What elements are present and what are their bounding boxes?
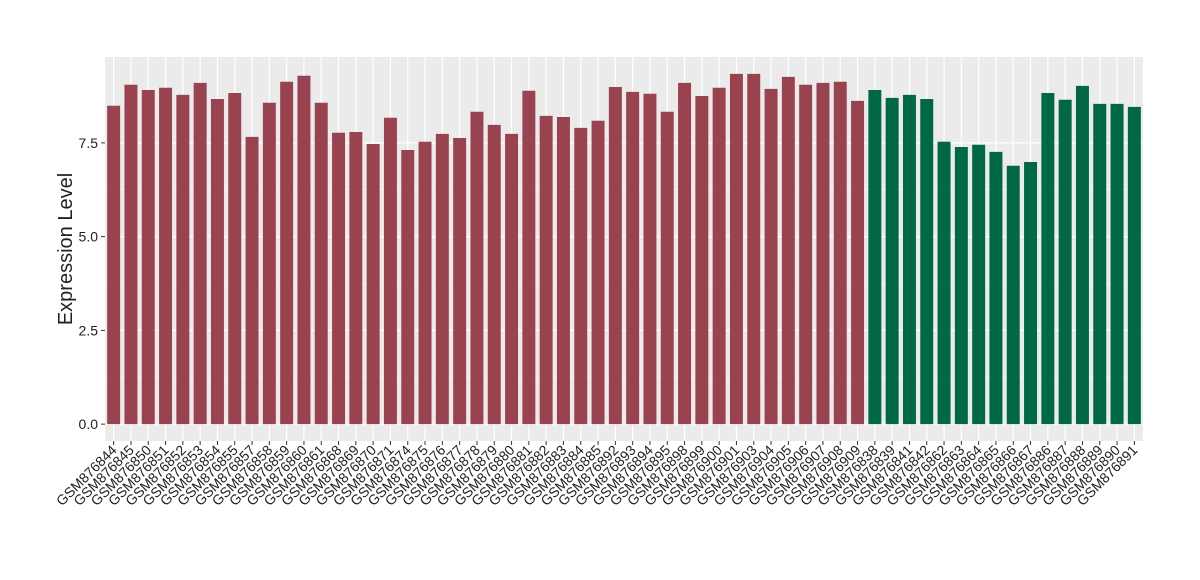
- bar: [1041, 93, 1055, 425]
- bar: [851, 100, 865, 425]
- bar: [989, 151, 1003, 425]
- bar: [401, 150, 415, 425]
- y-axis-label: Expression Level: [55, 173, 77, 325]
- bar: [1110, 103, 1124, 425]
- bar: [626, 91, 640, 425]
- bar: [435, 133, 449, 425]
- bar: [159, 87, 173, 425]
- bar: [885, 97, 899, 425]
- bar: [556, 117, 570, 425]
- bar: [210, 99, 224, 425]
- plot-background: [105, 57, 1143, 441]
- bar: [1006, 165, 1020, 425]
- bar: [816, 82, 830, 425]
- bar: [280, 81, 294, 425]
- bar: [972, 144, 986, 425]
- bar: [729, 73, 743, 425]
- bar: [314, 102, 328, 425]
- bar: [1127, 106, 1141, 425]
- bar: [418, 141, 432, 425]
- bar: [193, 82, 207, 425]
- y-tick-label: 2.5: [79, 322, 99, 338]
- bar: [505, 133, 519, 425]
- bar: [902, 94, 916, 425]
- bar: [522, 90, 536, 425]
- bar: [349, 132, 363, 425]
- bar: [124, 84, 138, 425]
- bar: [383, 117, 397, 425]
- bar: [487, 124, 501, 425]
- bar: [228, 93, 242, 425]
- bar: [781, 76, 795, 425]
- bar: [262, 102, 276, 425]
- bar: [833, 81, 847, 425]
- bar: [764, 88, 778, 425]
- bar: [453, 138, 467, 425]
- bar: [712, 87, 726, 425]
- y-tick-label: 0.0: [79, 416, 99, 432]
- bar: [366, 144, 380, 425]
- bar: [1075, 85, 1089, 425]
- bar: [539, 115, 553, 425]
- bar: [332, 132, 346, 425]
- bar: [868, 90, 882, 425]
- bar: [574, 127, 588, 425]
- bar: [678, 82, 692, 425]
- bar: [799, 84, 813, 425]
- bar: [747, 73, 761, 425]
- bar: [695, 96, 709, 425]
- bar: [1093, 103, 1107, 425]
- bar: [176, 94, 190, 425]
- bar: [954, 147, 968, 425]
- bar: [937, 141, 951, 425]
- bar: [107, 105, 121, 425]
- bar: [591, 120, 605, 425]
- bar: [470, 111, 484, 425]
- bar: [245, 136, 259, 425]
- bar: [920, 99, 934, 425]
- bar: [608, 87, 622, 425]
- bar: [297, 75, 311, 425]
- bar: [643, 93, 657, 425]
- y-tick-label: 5.0: [79, 229, 99, 245]
- bar: [1058, 99, 1072, 425]
- bar: [1024, 162, 1038, 425]
- y-tick-label: 7.5: [79, 135, 99, 151]
- bar: [660, 111, 674, 425]
- bar: [141, 90, 155, 425]
